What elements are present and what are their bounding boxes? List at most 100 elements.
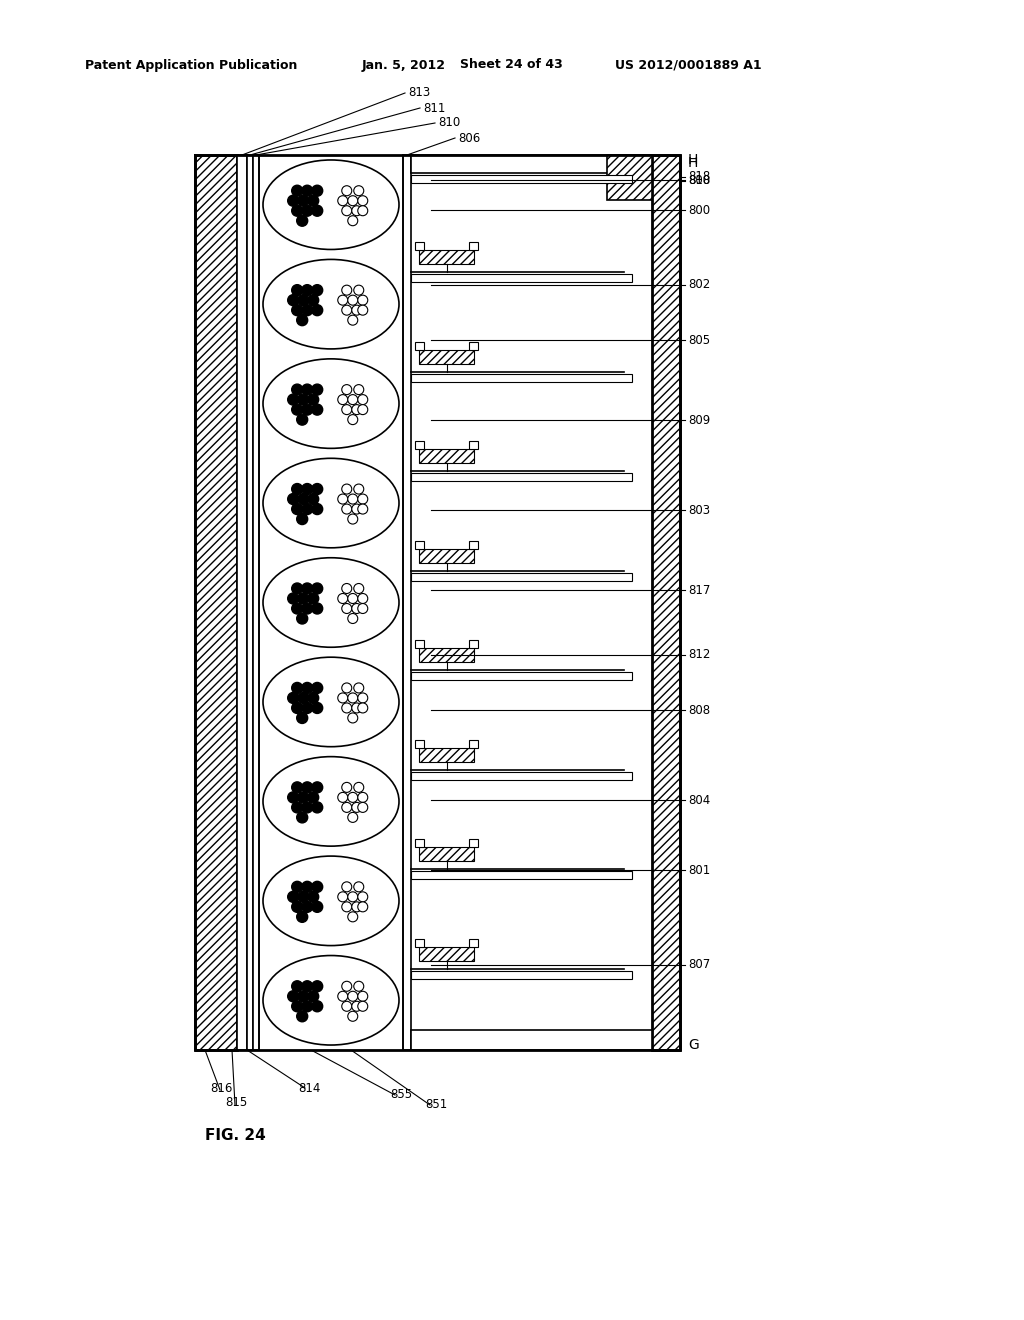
Circle shape [357,296,368,305]
Ellipse shape [263,956,399,1045]
Circle shape [338,395,348,405]
Circle shape [338,892,348,902]
Text: H: H [688,153,698,168]
Bar [469,243,478,251]
Bar [411,672,632,680]
Circle shape [292,882,303,892]
Circle shape [311,503,323,515]
Circle shape [311,185,323,197]
Circle shape [357,405,368,414]
Circle shape [302,285,312,296]
Circle shape [302,185,312,197]
Bar [247,154,253,1049]
Circle shape [288,195,299,206]
Bar [419,549,474,562]
Circle shape [348,1011,357,1022]
Circle shape [292,404,303,414]
Circle shape [292,682,303,693]
Circle shape [357,594,368,603]
Circle shape [298,891,308,903]
Circle shape [348,315,357,325]
Circle shape [302,1001,312,1011]
Text: 816: 816 [210,1081,232,1094]
Circle shape [311,882,323,892]
Bar [469,939,478,946]
Circle shape [353,783,364,792]
Circle shape [352,603,361,614]
Bar [469,739,478,747]
Circle shape [357,195,368,206]
Bar [419,648,474,663]
Text: 818: 818 [688,170,711,183]
Text: 800: 800 [688,174,710,187]
Circle shape [298,294,308,306]
Bar [195,154,237,1049]
Circle shape [302,781,312,793]
Circle shape [297,612,307,624]
Bar [411,772,632,780]
Circle shape [311,384,323,395]
Text: 851: 851 [425,1098,447,1111]
Circle shape [311,682,323,693]
Circle shape [352,1002,361,1011]
Ellipse shape [263,359,399,449]
Circle shape [302,205,312,216]
Circle shape [288,294,299,306]
Circle shape [352,206,361,215]
Ellipse shape [263,657,399,747]
Circle shape [353,484,364,494]
Circle shape [348,395,357,405]
Circle shape [342,682,352,693]
Circle shape [311,404,323,414]
Bar [419,847,474,861]
Circle shape [357,693,368,704]
Text: 803: 803 [688,503,710,516]
Circle shape [307,593,318,605]
Bar [415,342,424,350]
Circle shape [357,395,368,405]
Bar [415,939,424,946]
Circle shape [348,296,357,305]
Text: 810: 810 [438,116,460,129]
Circle shape [348,713,357,723]
Bar [419,946,474,961]
Circle shape [342,504,352,513]
Circle shape [292,305,303,315]
Circle shape [357,704,368,713]
Circle shape [357,305,368,315]
Circle shape [348,693,357,704]
Circle shape [342,405,352,414]
Circle shape [297,414,307,425]
Text: FIG. 24: FIG. 24 [205,1127,266,1143]
Circle shape [342,704,352,713]
Circle shape [353,882,364,892]
Bar [419,251,474,264]
Circle shape [288,693,299,704]
Circle shape [307,991,318,1002]
Circle shape [292,801,303,813]
Circle shape [298,195,308,206]
Circle shape [357,902,368,912]
Circle shape [311,981,323,991]
Text: 855: 855 [390,1089,412,1101]
Circle shape [298,494,308,504]
Circle shape [302,503,312,515]
Ellipse shape [263,558,399,647]
Circle shape [352,305,361,315]
Circle shape [292,503,303,515]
Bar [415,840,424,847]
Circle shape [292,205,303,216]
Circle shape [342,902,352,912]
Circle shape [307,693,318,704]
Bar [415,541,424,549]
Circle shape [338,296,348,305]
Circle shape [288,395,299,405]
Circle shape [342,783,352,792]
Circle shape [311,902,323,912]
Circle shape [338,195,348,206]
Text: Sheet 24 of 43: Sheet 24 of 43 [460,58,563,71]
Circle shape [292,702,303,713]
Circle shape [342,285,352,296]
Circle shape [307,195,318,206]
Circle shape [307,792,318,803]
